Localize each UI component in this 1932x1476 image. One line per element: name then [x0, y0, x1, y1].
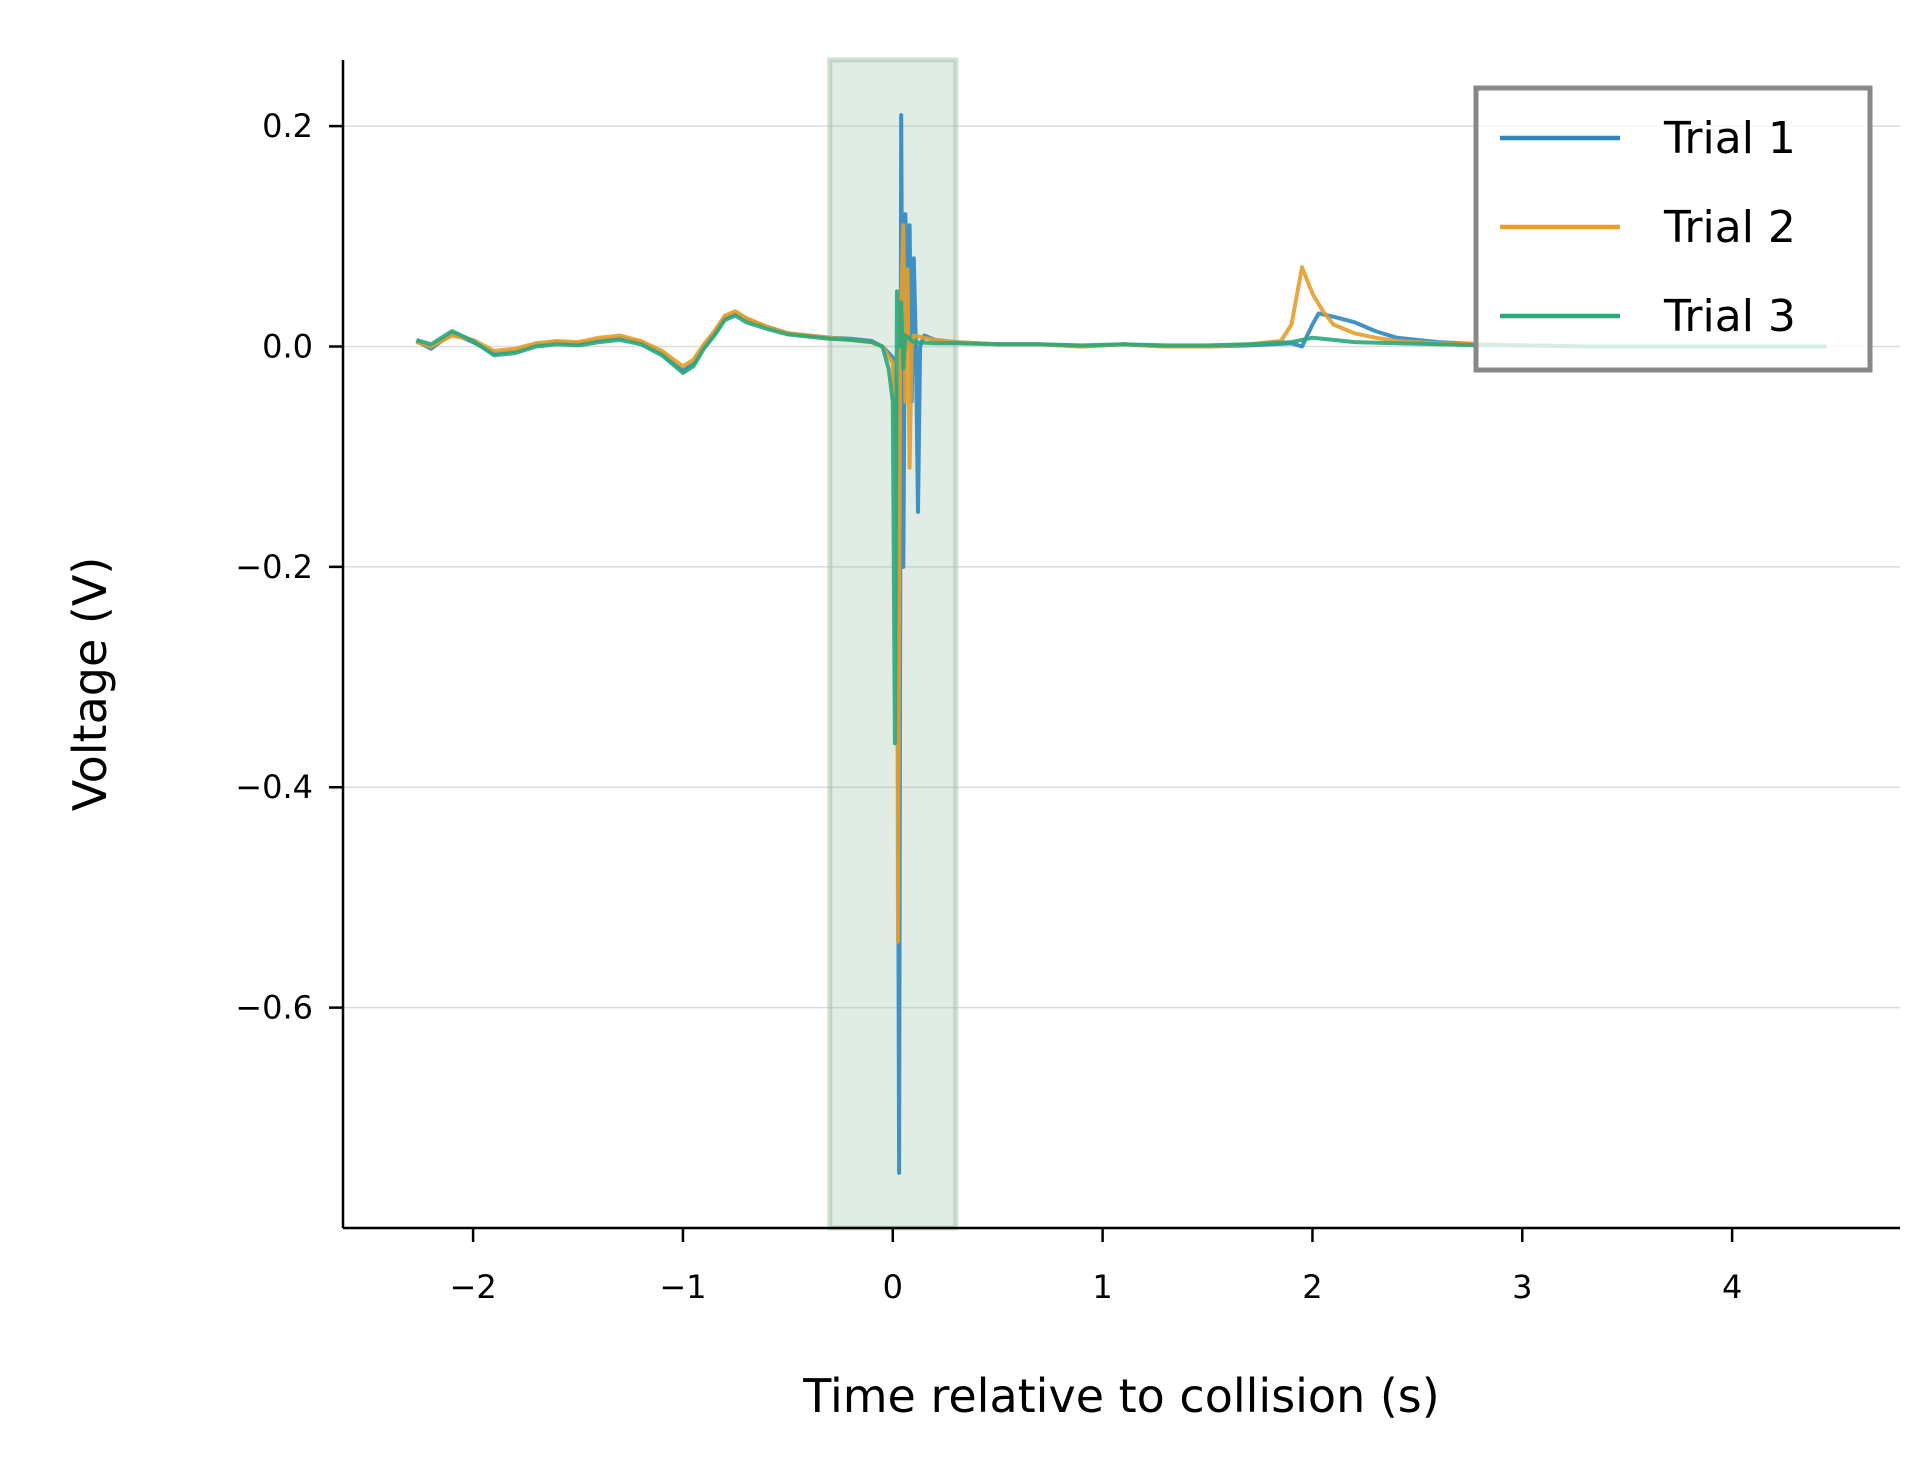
- x-ticks: −2 −1 0 1 2 3 4: [450, 1228, 1742, 1306]
- y-tick-label: −0.2: [235, 548, 313, 586]
- series-lines: [415, 113, 1827, 1175]
- x-tick-label: 1: [1092, 1268, 1112, 1306]
- legend-label-trial-3: Trial 3: [1663, 291, 1796, 342]
- x-tick-label: 0: [883, 1268, 903, 1306]
- y-tick-label: −0.4: [235, 768, 313, 806]
- x-tick-label: −2: [450, 1268, 497, 1306]
- x-tick-label: 4: [1722, 1268, 1742, 1306]
- x-tick-label: −1: [659, 1268, 706, 1306]
- y-axis-title: Voltage (V): [63, 557, 117, 812]
- series-line-trial-3: [415, 289, 1827, 746]
- x-axis-title: Time relative to collision (s): [802, 1369, 1439, 1423]
- x-tick-label: 2: [1302, 1268, 1322, 1306]
- series-line-trial-2: [415, 223, 1827, 944]
- legend-label-trial-2: Trial 2: [1663, 202, 1796, 253]
- legend-items: Trial 1 Trial 2 Trial 3: [1500, 113, 1796, 342]
- y-tick-label: 0.0: [262, 327, 313, 365]
- legend-label-trial-1: Trial 1: [1663, 113, 1796, 164]
- y-tick-label: −0.6: [235, 989, 313, 1027]
- y-tick-label: 0.2: [262, 107, 313, 145]
- y-ticks: 0.2 0.0 −0.2 −0.4 −0.6: [235, 107, 343, 1027]
- legend: Trial 1 Trial 2 Trial 3: [1473, 85, 1873, 373]
- x-tick-label: 3: [1512, 1268, 1532, 1306]
- axes: [341, 60, 1900, 1230]
